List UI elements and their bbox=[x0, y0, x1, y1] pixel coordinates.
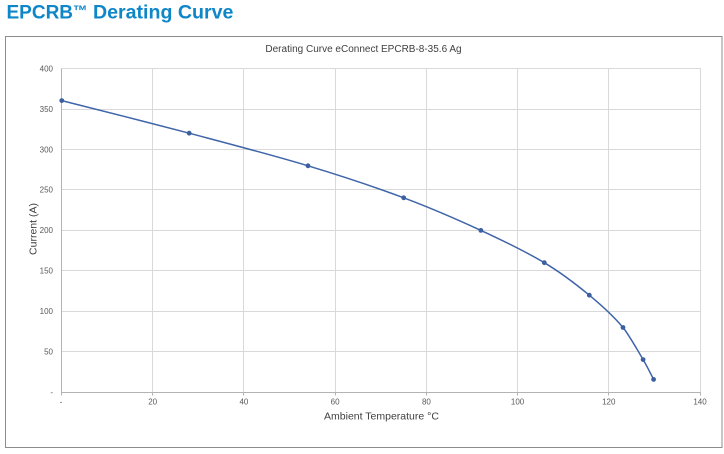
svg-text:100: 100 bbox=[40, 307, 54, 316]
svg-text:Current (A): Current (A) bbox=[28, 203, 40, 255]
svg-text:350: 350 bbox=[40, 105, 54, 114]
svg-text:Ambient Temperature °C: Ambient Temperature °C bbox=[324, 411, 439, 423]
svg-text:-: - bbox=[50, 388, 53, 397]
svg-text:50: 50 bbox=[44, 348, 53, 357]
svg-text:80: 80 bbox=[422, 398, 431, 407]
svg-text:200: 200 bbox=[40, 226, 54, 235]
svg-text:EPCRB™ Derating Curve: EPCRB™ Derating Curve bbox=[7, 1, 234, 23]
svg-text:Derating Curve eConnect EPCRB-: Derating Curve eConnect EPCRB-8-35.6 Ag bbox=[265, 44, 461, 55]
svg-text:100: 100 bbox=[511, 398, 525, 407]
svg-text:120: 120 bbox=[602, 398, 616, 407]
svg-text:20: 20 bbox=[148, 398, 157, 407]
svg-text:400: 400 bbox=[40, 64, 54, 73]
svg-text:40: 40 bbox=[239, 398, 248, 407]
svg-text:150: 150 bbox=[40, 267, 54, 276]
svg-text:-: - bbox=[60, 398, 63, 407]
svg-text:250: 250 bbox=[40, 186, 54, 195]
svg-text:300: 300 bbox=[40, 145, 54, 154]
svg-text:140: 140 bbox=[693, 398, 707, 407]
svg-text:60: 60 bbox=[331, 398, 340, 407]
